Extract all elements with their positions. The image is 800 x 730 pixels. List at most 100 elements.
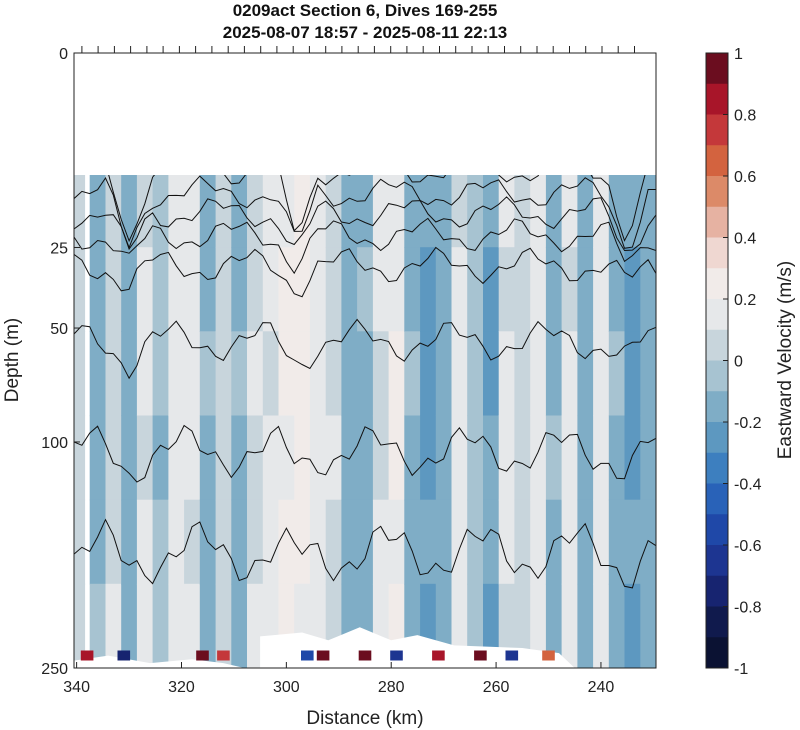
velocity-cell [514,175,531,248]
velocity-cell [404,331,421,417]
velocity-cell [467,175,484,248]
colorbar-swatch [706,606,728,638]
colorbar-tick-label: -0.4 [734,477,762,494]
velocity-cell [168,175,185,248]
velocity-cell [278,415,295,501]
contour-lines [74,175,656,589]
plot-frame [73,52,657,669]
velocity-cell [593,583,610,668]
colorbar-swatch [706,422,728,454]
velocity-field [74,175,656,668]
velocity-cell [420,247,437,332]
colorbar-swatch [706,114,728,146]
velocity-cell [498,415,515,501]
velocity-cell [624,175,641,248]
velocity-cell [121,331,138,417]
contour-line [74,175,656,250]
colorbar-swatch [706,637,728,669]
contour-line [74,424,656,483]
velocity-cell [168,247,185,332]
velocity-cell [593,499,610,585]
velocity-cell [545,583,563,668]
velocity-cell [593,247,610,332]
velocity-cell [215,583,232,668]
velocity-cell [372,415,390,501]
velocity-cell [121,175,138,248]
velocity-cell [608,499,626,585]
y-tick-label: 0 [59,46,68,63]
velocity-cell [577,247,594,332]
velocity-cell [247,499,264,585]
velocity-cell [561,247,578,332]
velocity-cell [184,247,201,332]
velocity-cell [624,583,641,668]
velocity-cell [152,583,169,668]
colorbar-swatch [706,53,728,85]
velocity-cell [593,175,610,248]
near-bottom-cell [316,650,330,661]
velocity-cell [420,331,437,417]
colorbar-swatch [706,360,728,392]
colorbar-swatch [706,545,728,577]
velocity-cell [325,247,342,332]
velocity-cell [168,583,185,668]
velocity-cell [514,331,531,417]
velocity-cell [199,175,217,248]
velocity-cell [577,499,594,585]
near-bottom-cell [217,650,230,661]
velocity-cell [561,583,578,668]
velocity-cell [105,247,122,332]
velocity-cell [152,415,169,501]
velocity-cell [467,499,484,585]
velocity-cell [483,247,500,332]
velocity-cell [624,415,641,501]
velocity-cell [231,499,248,585]
velocity-cell [593,331,610,417]
velocity-cell [640,247,656,332]
contour-line [74,246,656,298]
velocity-cell [105,175,122,248]
colorbar-swatch [706,206,728,238]
colorbar-swatch [706,145,728,177]
velocity-cell [215,247,232,332]
velocity-cell [121,583,138,668]
velocity-cell [215,499,232,585]
velocity-cell [168,499,185,585]
velocity-cell [388,331,405,417]
velocity-cell [577,583,594,668]
velocity-cell [388,415,405,501]
velocity-cell [231,583,248,668]
near-bottom-cell [301,650,314,661]
velocity-cell [215,331,232,417]
velocity-cell [89,415,106,501]
plot-area [73,46,657,669]
velocity-cell [105,583,122,668]
velocity-cell [105,415,122,501]
contour-line [74,196,656,252]
velocity-cell [357,499,374,585]
velocity-cell [451,415,468,501]
velocity-cell [545,499,563,585]
velocity-cell [199,583,217,668]
velocity-cell [624,247,641,332]
near-bottom-cell [432,650,445,661]
velocity-cell [184,583,201,668]
velocity-cell [121,415,138,501]
velocity-cell [483,499,500,585]
velocity-cell [294,331,311,417]
velocity-cell [136,331,154,417]
velocity-cell [184,415,201,501]
x-axis: 340 320 300 280 260 240 [63,662,614,696]
velocity-cell [498,331,515,417]
near-bottom-cell [505,650,519,661]
velocity-cell [530,415,547,501]
velocity-cell [372,331,390,417]
velocity-cell [184,331,201,417]
velocity-cell [231,247,248,332]
colorbar-swatch [706,83,728,115]
velocity-cell [514,415,531,501]
velocity-cell [136,247,154,332]
velocity-cell [325,415,342,501]
velocity-cell [247,415,264,501]
velocity-cell [152,499,169,585]
